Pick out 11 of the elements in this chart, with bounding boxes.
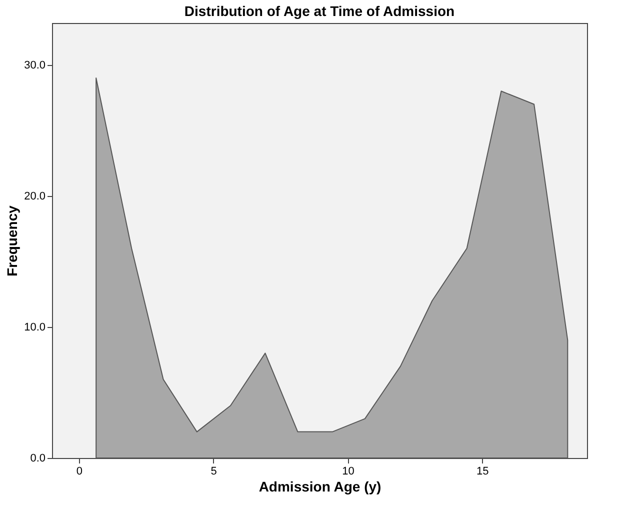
x-axis-title: Admission Age (y)	[258, 478, 382, 494]
y-tick-label: 20.0	[24, 190, 46, 202]
y-tick-label: 30.0	[24, 59, 46, 72]
y-tick-label: 0.0	[30, 452, 46, 464]
chart-title: Distribution of Age at Time of Admission	[184, 3, 455, 19]
y-axis-title: Frequency	[4, 205, 20, 276]
x-tick-label: 15	[476, 466, 489, 478]
y-tick-label: 10.0	[24, 321, 46, 334]
x-tick-label: 5	[210, 466, 217, 478]
x-tick-label: 0	[76, 466, 82, 478]
x-tick-label: 10	[342, 466, 354, 478]
